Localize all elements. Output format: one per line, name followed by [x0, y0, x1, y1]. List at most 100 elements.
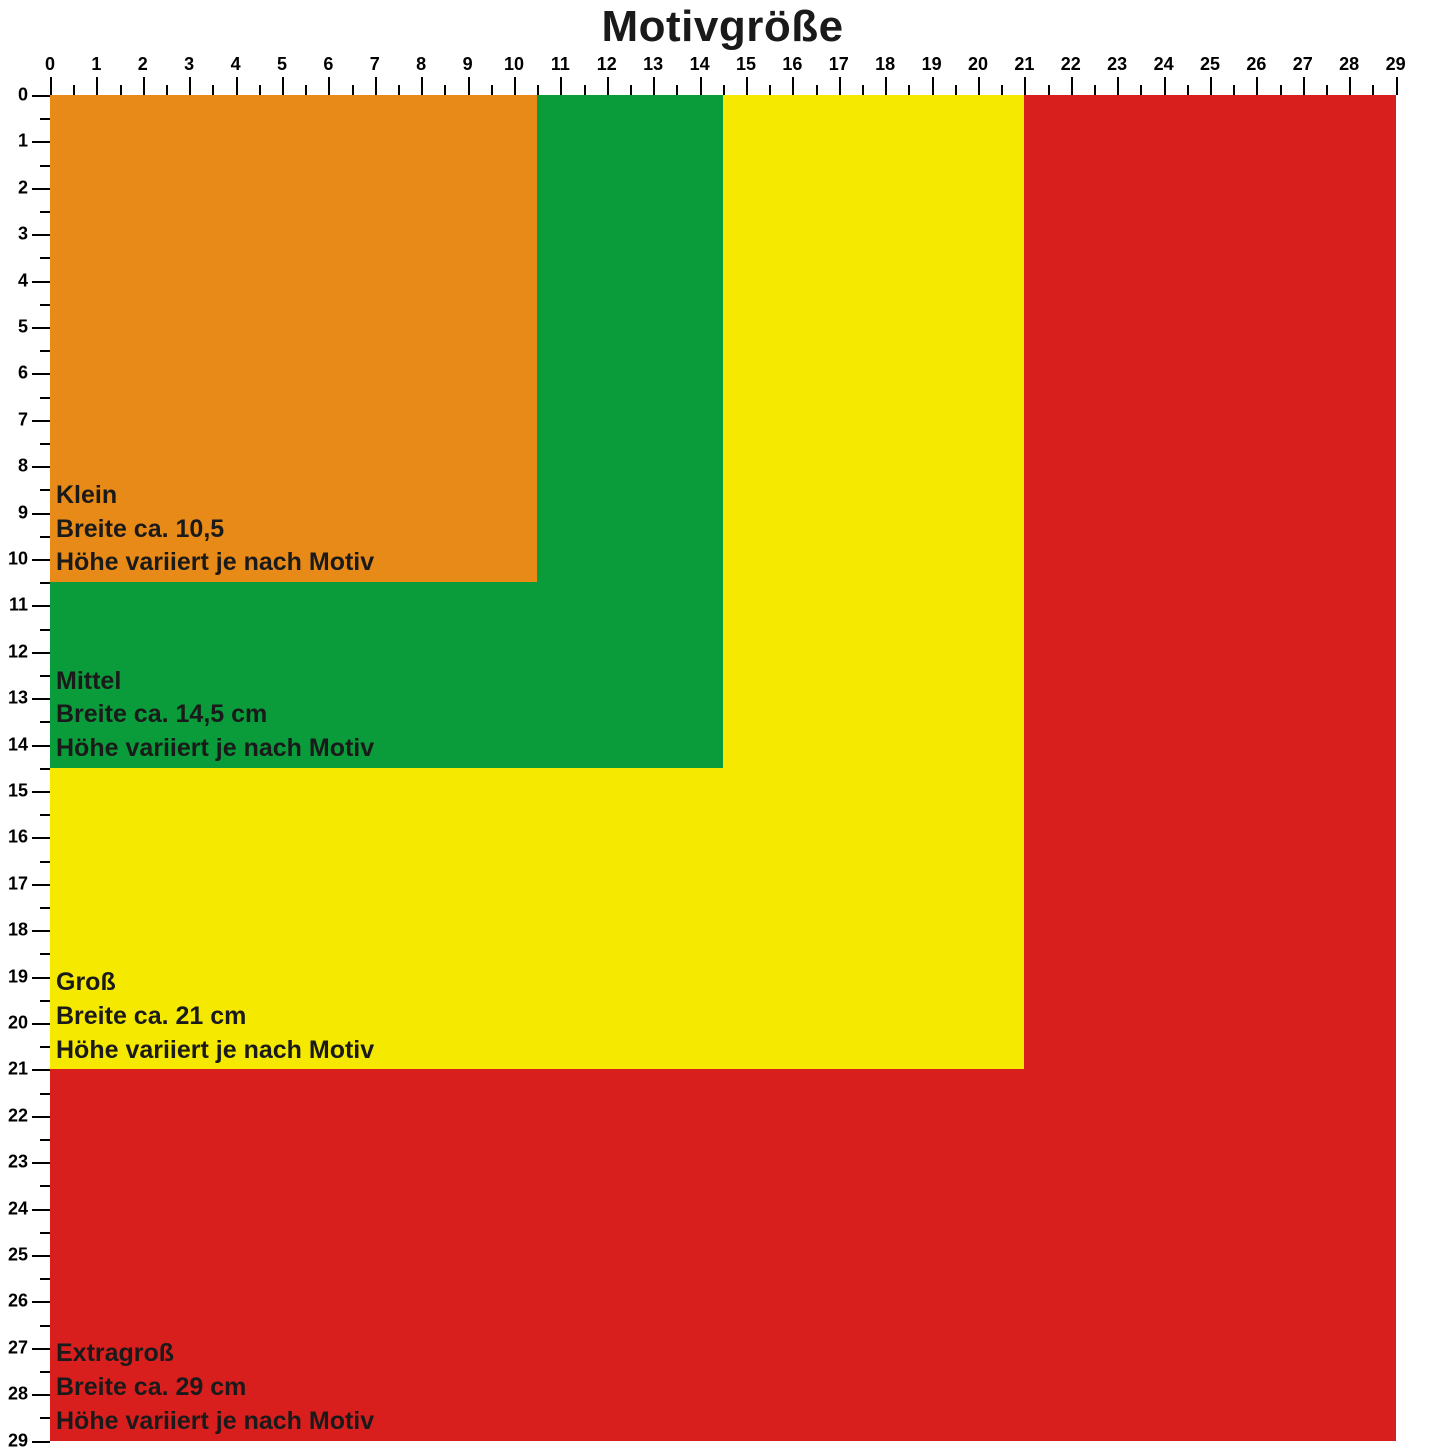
ruler-tick — [40, 1417, 50, 1419]
ruler-tick — [40, 768, 50, 770]
ruler-label: 28 — [1339, 54, 1359, 75]
ruler-label: 22 — [1061, 54, 1081, 75]
size-height-text: Höhe variiert je nach Motiv — [56, 1034, 374, 1068]
ruler-tick — [932, 77, 934, 95]
ruler-tick — [584, 85, 586, 95]
ruler-tick — [560, 77, 562, 95]
ruler-tick — [32, 837, 50, 839]
ruler-tick — [40, 1000, 50, 1002]
ruler-tick — [212, 85, 214, 95]
ruler-label: 29 — [8, 1430, 28, 1451]
ruler-label: 7 — [18, 409, 28, 430]
ruler-tick — [259, 85, 261, 95]
ruler-tick — [1117, 77, 1119, 95]
ruler-tick — [1071, 77, 1073, 95]
ruler-tick — [40, 1371, 50, 1373]
ruler-tick — [32, 1023, 50, 1025]
ruler-label: 11 — [551, 54, 570, 75]
ruler-tick — [40, 1093, 50, 1095]
size-width-text: Breite ca. 14,5 cm — [56, 698, 374, 732]
ruler-tick — [120, 85, 122, 95]
ruler-tick — [189, 77, 191, 95]
size-width-text: Breite ca. 29 cm — [56, 1371, 374, 1405]
ruler-tick — [1048, 85, 1050, 95]
ruler-label: 13 — [643, 54, 663, 75]
ruler-tick — [769, 85, 771, 95]
ruler-tick — [375, 77, 377, 95]
ruler-tick — [32, 977, 50, 979]
ruler-tick — [40, 814, 50, 816]
ruler-label: 17 — [829, 54, 849, 75]
ruler-tick — [1001, 85, 1003, 95]
ruler-tick — [236, 77, 238, 95]
ruler-tick — [1396, 77, 1398, 95]
ruler-label: 12 — [597, 54, 617, 75]
size-label-mittel: MittelBreite ca. 14,5 cmHöhe variiert je… — [56, 665, 374, 766]
ruler-label: 17 — [8, 873, 28, 894]
ruler-tick — [32, 95, 50, 97]
ruler-label: 14 — [690, 54, 710, 75]
ruler-tick — [40, 397, 50, 399]
ruler-label: 24 — [1154, 54, 1174, 75]
size-name: Extragroß — [56, 1337, 374, 1371]
ruler-tick — [32, 281, 50, 283]
ruler-label: 8 — [416, 54, 426, 75]
size-name: Klein — [56, 479, 374, 513]
ruler-label: 23 — [1107, 54, 1127, 75]
ruler-tick — [885, 77, 887, 95]
ruler-tick — [40, 443, 50, 445]
ruler-tick — [40, 953, 50, 955]
ruler-tick — [1233, 85, 1235, 95]
ruler-label: 1 — [18, 131, 28, 152]
ruler-label: 22 — [8, 1105, 28, 1126]
ruler-label: 5 — [18, 317, 28, 338]
ruler-tick — [514, 77, 516, 95]
ruler-tick — [32, 605, 50, 607]
ruler-tick — [40, 1325, 50, 1327]
ruler-tick — [328, 77, 330, 95]
ruler-tick — [32, 513, 50, 515]
ruler-tick — [40, 861, 50, 863]
ruler-tick — [653, 77, 655, 95]
ruler-label: 4 — [18, 270, 28, 291]
ruler-label: 23 — [8, 1152, 28, 1173]
ruler-label: 6 — [18, 363, 28, 384]
ruler-label: 14 — [8, 734, 28, 755]
ruler-label: 27 — [8, 1337, 28, 1358]
size-height-text: Höhe variiert je nach Motiv — [56, 1405, 374, 1439]
ruler-tick — [32, 466, 50, 468]
ruler-label: 2 — [18, 177, 28, 198]
ruler-tick — [746, 77, 748, 95]
ruler-tick — [40, 1185, 50, 1187]
ruler-tick — [32, 1394, 50, 1396]
ruler-tick — [40, 675, 50, 677]
ruler-label: 16 — [8, 827, 28, 848]
ruler-label: 10 — [504, 54, 524, 75]
ruler-label: 19 — [922, 54, 942, 75]
ruler-label: 26 — [1246, 54, 1266, 75]
ruler-tick — [40, 629, 50, 631]
ruler-label: 25 — [1200, 54, 1220, 75]
ruler-tick — [40, 211, 50, 213]
ruler-label: 16 — [782, 54, 802, 75]
ruler-tick — [32, 1069, 50, 1071]
ruler-tick — [955, 85, 957, 95]
ruler-label: 21 — [8, 1059, 28, 1080]
ruler-label: 15 — [736, 54, 756, 75]
ruler-tick — [1187, 85, 1189, 95]
ruler-tick — [40, 721, 50, 723]
ruler-tick — [32, 1255, 50, 1257]
ruler-tick — [32, 1116, 50, 1118]
ruler-tick — [32, 141, 50, 143]
ruler-tick — [839, 77, 841, 95]
size-rect-klein: KleinBreite ca. 10,5Höhe variiert je nac… — [50, 95, 537, 582]
ruler-label: 15 — [8, 781, 28, 802]
ruler-tick — [40, 1278, 50, 1280]
ruler-tick — [1303, 77, 1305, 95]
ruler-label: 3 — [18, 224, 28, 245]
ruler-label: 13 — [8, 688, 28, 709]
ruler-tick — [630, 85, 632, 95]
ruler-tick — [32, 884, 50, 886]
ruler-tick — [908, 85, 910, 95]
ruler-tick — [700, 77, 702, 95]
